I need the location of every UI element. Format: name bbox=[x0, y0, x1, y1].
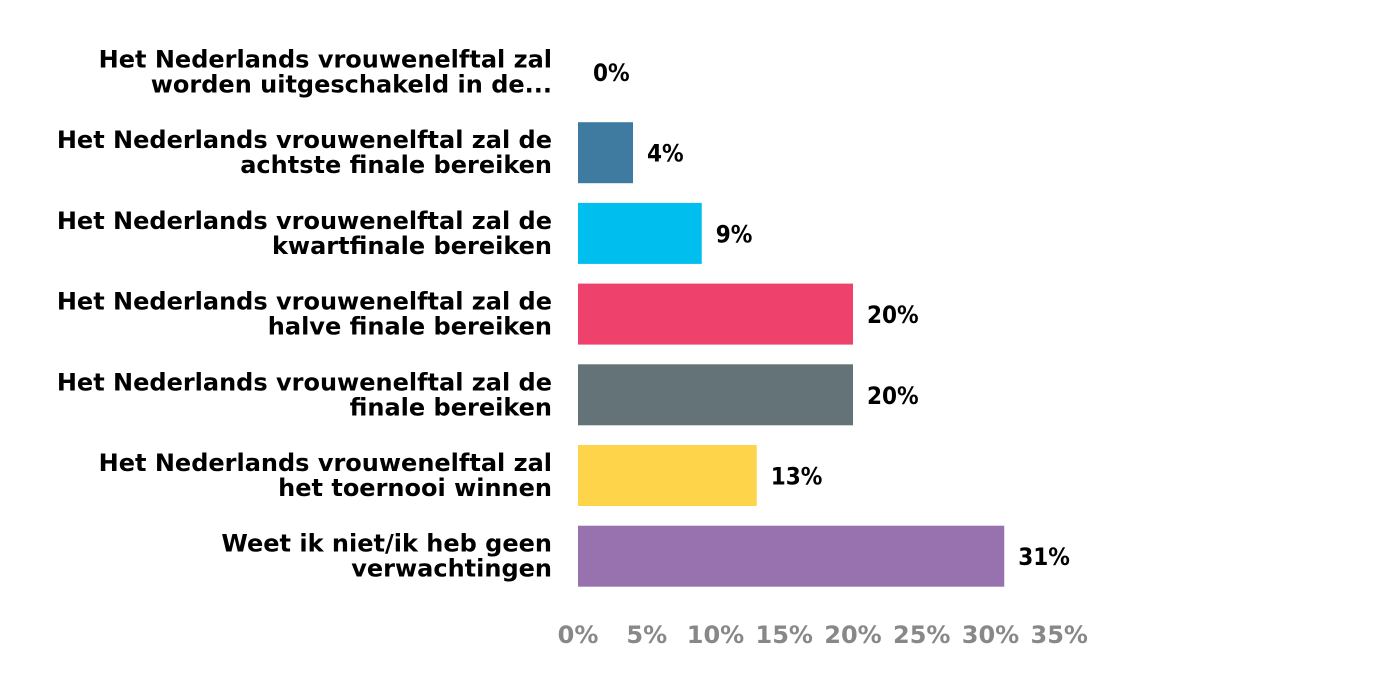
x-tick-label: 30% bbox=[962, 621, 1019, 649]
value-label-7: 31% bbox=[1018, 543, 1070, 571]
category-label-5: Het Nederlands vrouwenelftal zal de final… bbox=[57, 368, 552, 421]
x-tick-label: 25% bbox=[893, 621, 950, 649]
category-label-line: Weet ik niet/ik heb geen bbox=[221, 530, 552, 558]
category-label-line: Het Nederlands vrouwenelftal zal bbox=[99, 449, 552, 477]
bar-4 bbox=[578, 283, 853, 345]
category-label-line: Het Nederlands vrouwenelftal zal de bbox=[57, 207, 552, 235]
value-label-3: 9% bbox=[716, 220, 753, 248]
value-label-5: 20% bbox=[867, 382, 919, 410]
category-labels: Het Nederlands vrouwenelftal zal worden u… bbox=[57, 46, 552, 583]
value-label-6: 13% bbox=[771, 463, 823, 491]
category-label-line: Het Nederlands vrouwenelftal zal de bbox=[57, 126, 552, 154]
x-axis-tick-labels: 0% 5% 10% 15% 20% 25% 30% 35% bbox=[558, 621, 1088, 649]
bar-6 bbox=[578, 445, 757, 506]
value-label-2: 4% bbox=[647, 140, 684, 168]
bar-7 bbox=[578, 525, 1005, 587]
bar-3 bbox=[578, 202, 702, 264]
category-label-line: Het Nederlands vrouwenelftal zal bbox=[99, 46, 552, 74]
category-label-7: Weet ik niet/ik heb geen verwachtingen bbox=[221, 530, 552, 583]
category-label-3: Het Nederlands vrouwenelftal zal de kwart… bbox=[57, 207, 552, 260]
category-label-line: Het Nederlands vrouwenelftal zal de bbox=[57, 368, 552, 396]
value-label-4: 20% bbox=[867, 301, 919, 329]
value-label-1: 0% bbox=[593, 59, 630, 87]
bar-2 bbox=[578, 122, 633, 184]
category-label-line: worden uitgeschakeld in de... bbox=[151, 71, 552, 99]
category-label-line: kwartfinale bereiken bbox=[272, 232, 552, 260]
category-label-line: verwachtingen bbox=[351, 555, 552, 583]
value-labels: 0% 4% 9% 20% 20% 13% 31% bbox=[593, 59, 1070, 571]
category-label-line: het toernooi winnen bbox=[278, 474, 552, 502]
category-label-6: Het Nederlands vrouwenelftal zal het toer… bbox=[99, 449, 552, 502]
x-tick-label: 35% bbox=[1031, 621, 1088, 649]
x-tick-label: 15% bbox=[756, 621, 813, 649]
category-label-2: Het Nederlands vrouwenelftal zal de achts… bbox=[57, 126, 552, 179]
x-tick-label: 0% bbox=[558, 621, 599, 649]
category-label-line: Het Nederlands vrouwenelftal zal de bbox=[57, 288, 552, 316]
category-label-4: Het Nederlands vrouwenelftal zal de halve… bbox=[57, 288, 552, 341]
x-tick-label: 20% bbox=[824, 621, 881, 649]
x-tick-label: 10% bbox=[687, 621, 744, 649]
category-label-1: Het Nederlands vrouwenelftal zal worden u… bbox=[99, 46, 552, 99]
category-label-line: finale bereiken bbox=[350, 393, 552, 421]
bar-5 bbox=[578, 364, 853, 426]
x-tick-label: 5% bbox=[626, 621, 667, 649]
category-label-line: halve finale bereiken bbox=[268, 313, 552, 341]
category-label-line: achtste finale bereiken bbox=[240, 151, 552, 179]
bars-layer bbox=[578, 122, 1005, 587]
